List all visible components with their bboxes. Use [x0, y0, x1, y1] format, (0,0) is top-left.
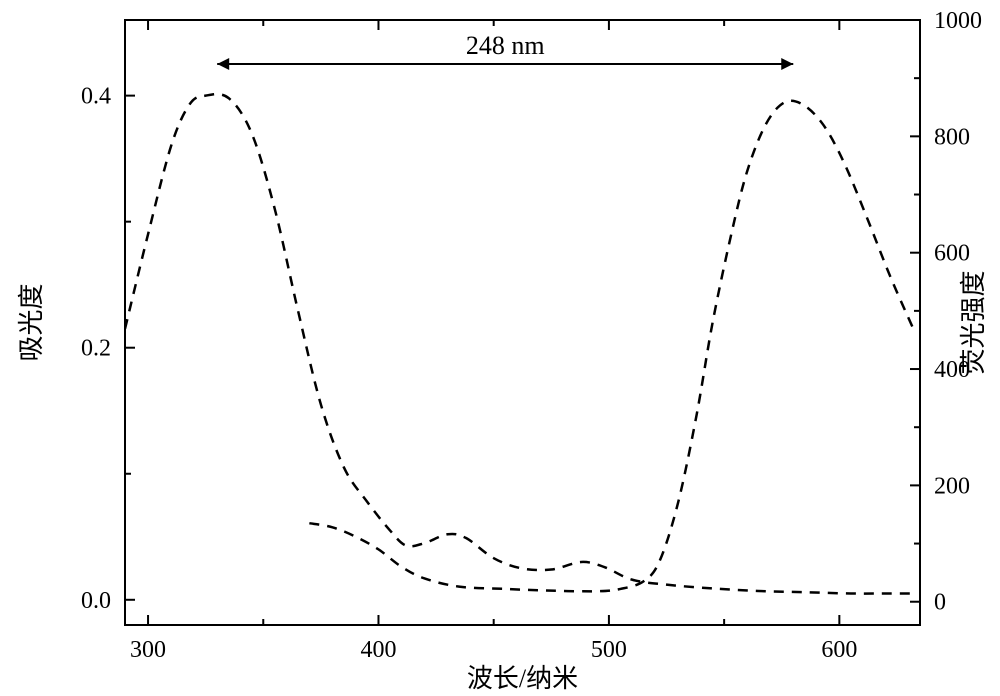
spectra-chart: 300400500600波长/纳米0.00.20.4吸光度02004006008…	[0, 0, 1000, 696]
svg-text:248 nm: 248 nm	[466, 31, 545, 60]
chart-svg: 300400500600波长/纳米0.00.20.4吸光度02004006008…	[0, 0, 1000, 696]
svg-text:400: 400	[360, 637, 396, 663]
svg-text:0.0: 0.0	[81, 588, 111, 614]
svg-text:600: 600	[821, 637, 857, 663]
svg-text:600: 600	[934, 241, 970, 267]
svg-text:200: 200	[934, 473, 970, 499]
svg-text:0.4: 0.4	[81, 84, 111, 110]
svg-text:0: 0	[934, 590, 946, 616]
svg-text:荧光强度: 荧光强度	[959, 270, 988, 374]
svg-text:500: 500	[591, 637, 627, 663]
svg-text:吸光度: 吸光度	[17, 283, 46, 361]
svg-text:300: 300	[130, 637, 166, 663]
svg-text:800: 800	[934, 124, 970, 150]
svg-text:0.2: 0.2	[81, 336, 111, 362]
svg-text:1000: 1000	[934, 8, 982, 34]
svg-text:波长/纳米: 波长/纳米	[467, 664, 578, 693]
